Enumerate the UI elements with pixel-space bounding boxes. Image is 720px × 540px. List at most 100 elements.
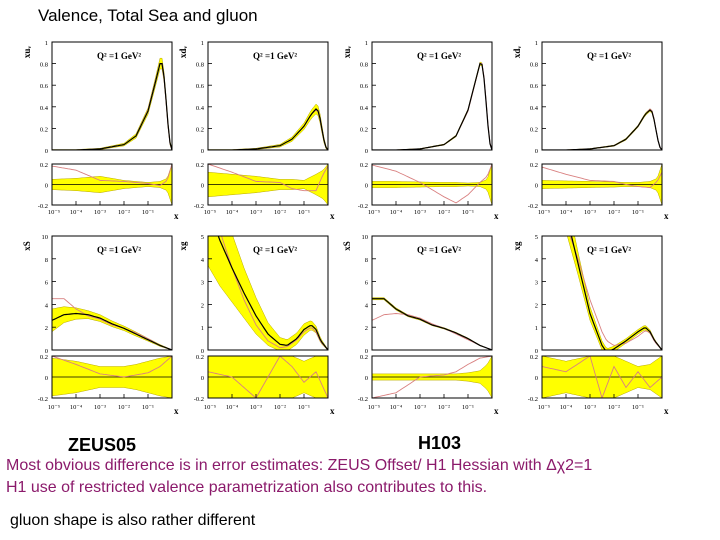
y-axis-label: xS xyxy=(22,241,32,251)
h1-label: H103 xyxy=(418,433,462,453)
y-tick-label: 0.2 xyxy=(40,126,48,133)
y-axis-label: xuᵥ xyxy=(22,46,32,59)
ratio-y-tick-label: -0.2 xyxy=(528,203,538,210)
main-frame xyxy=(541,41,663,151)
ratio-plot-area xyxy=(52,356,172,398)
ratio-y-tick-label: 0.2 xyxy=(530,354,538,361)
ratio-y-tick-label: 0.2 xyxy=(40,162,48,169)
y-tick-label: 10 xyxy=(42,234,49,241)
ratio-comparison-curve xyxy=(372,356,492,398)
q2-annotation: Q² =1 GeV² xyxy=(587,51,631,61)
y-tick-label: 0.4 xyxy=(196,105,205,112)
chart-panel-3: 0 0.2 0.4 0.6 0.8 1 -0.2 0 0.2 10⁻⁴ 10⁻³ 10⁻² 10⁻¹ 10… xyxy=(342,40,499,221)
ratio-plot-area xyxy=(542,164,662,205)
x-tick-label: 10⁻⁴ xyxy=(390,209,403,216)
y-tick-label: 0.2 xyxy=(196,126,204,133)
y-tick-label: 1 xyxy=(535,40,538,47)
note-line-1: Most obvious difference is in error esti… xyxy=(6,457,593,474)
ratio-y-tick-label: -0.2 xyxy=(358,396,368,403)
central-curve xyxy=(372,298,492,350)
x-tick-label: 10⁻⁵ xyxy=(48,404,60,411)
x-axis-label: x xyxy=(330,211,335,221)
x-tick-label: 10⁻³ xyxy=(94,404,106,411)
y-tick-label: 0.6 xyxy=(360,83,369,90)
ratio-y-tick-label: 0.2 xyxy=(196,162,204,169)
error-band xyxy=(542,108,662,150)
x-axis-label: x xyxy=(494,211,499,221)
y-tick-label: 0.2 xyxy=(360,126,368,133)
ratio-comparison-curve xyxy=(52,356,172,378)
main-frame xyxy=(541,235,663,351)
main-frame xyxy=(207,235,329,351)
error-band xyxy=(567,236,662,350)
error-band xyxy=(52,306,172,350)
y-axis-label: xuᵥ xyxy=(342,46,352,59)
main-plot-area xyxy=(372,297,492,350)
comparison-curve xyxy=(52,298,172,350)
y-axis-label: xdᵥ xyxy=(178,46,188,59)
ratio-y-tick-label: 0 xyxy=(535,375,538,382)
y-tick-label: 4 xyxy=(365,302,369,309)
x-tick-label: 10⁻⁴ xyxy=(226,209,239,216)
x-axis-label: x xyxy=(174,211,179,221)
main-plot-area xyxy=(542,108,662,150)
y-axis-label: xg xyxy=(178,241,188,251)
error-band xyxy=(208,103,328,150)
main-plot-area xyxy=(208,103,328,150)
x-axis-label: x xyxy=(664,211,669,221)
y-tick-label: 0.4 xyxy=(360,105,369,112)
y-tick-label: 0.6 xyxy=(530,83,539,90)
ratio-y-tick-label: 0 xyxy=(45,183,48,190)
y-tick-label: 10 xyxy=(362,234,369,241)
ratio-frame xyxy=(541,355,663,399)
y-tick-label: 2 xyxy=(45,325,48,332)
x-tick-label: 10⁻² xyxy=(274,404,286,411)
x-tick-label: 10⁻¹ xyxy=(462,404,474,411)
ratio-frame xyxy=(541,163,663,206)
x-tick-label: 10⁻² xyxy=(608,404,620,411)
x-tick-label: 10⁻⁵ xyxy=(48,209,60,216)
y-tick-label: 1 xyxy=(535,325,538,332)
ratio-plot-area xyxy=(52,164,172,205)
main-frame xyxy=(371,235,493,351)
x-tick-label: 10⁻² xyxy=(118,404,130,411)
x-tick-label: 10⁻⁵ xyxy=(538,404,550,411)
y-tick-label: 0 xyxy=(45,348,48,355)
comparison-curve xyxy=(52,62,172,150)
comparison-curve xyxy=(372,313,492,350)
y-tick-label: 0 xyxy=(535,148,538,155)
y-tick-label: 4 xyxy=(201,257,205,264)
central-curve xyxy=(52,63,172,150)
ratio-y-tick-label: -0.2 xyxy=(38,203,48,210)
x-tick-label: 10⁻³ xyxy=(250,209,262,216)
main-frame xyxy=(207,41,329,151)
x-tick-label: 10⁻¹ xyxy=(142,404,154,411)
ratio-comparison-curve xyxy=(372,164,492,204)
ratio-plot-area xyxy=(542,356,662,398)
x-tick-label: 10⁻³ xyxy=(414,209,426,216)
error-band xyxy=(372,61,492,150)
y-axis-label: xg xyxy=(512,241,522,251)
y-tick-label: 1 xyxy=(201,325,204,332)
x-tick-label: 10⁻² xyxy=(274,209,286,216)
ratio-y-tick-label: -0.2 xyxy=(38,396,48,403)
x-tick-label: 10⁻⁵ xyxy=(204,404,216,411)
central-curve xyxy=(52,312,172,350)
x-tick-label: 10⁻² xyxy=(438,209,450,216)
ratio-comparison-curve xyxy=(542,166,662,189)
chart-panel-4: 0 0.2 0.4 0.6 0.8 1 -0.2 0 0.2 10⁻⁴ 10⁻³ 10⁻² 10⁻¹ 10… xyxy=(512,40,669,221)
ratio-plot-area xyxy=(208,164,328,205)
x-tick-label: 10⁻¹ xyxy=(462,209,474,216)
x-tick-label: 10⁻³ xyxy=(584,209,596,216)
q2-annotation: Q² =1 GeV² xyxy=(253,245,297,255)
x-tick-label: 10⁻⁴ xyxy=(70,404,83,411)
ratio-frame xyxy=(51,163,173,206)
main-frame xyxy=(51,41,173,151)
ratio-comparison-curve xyxy=(52,164,172,186)
x-axis-label: x xyxy=(664,406,669,416)
chart-panel-1: 0 0.2 0.4 0.6 0.8 1 -0.2 0 0.2 10⁻⁴ 10⁻³ 10⁻² 10⁻¹ 10… xyxy=(22,40,179,221)
ratio-comparison-curve xyxy=(542,356,662,398)
y-tick-label: 6 xyxy=(365,280,369,287)
ratio-y-tick-label: 0 xyxy=(365,375,368,382)
